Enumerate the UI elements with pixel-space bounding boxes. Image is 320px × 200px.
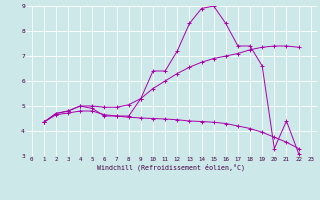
X-axis label: Windchill (Refroidissement éolien,°C): Windchill (Refroidissement éolien,°C): [97, 163, 245, 171]
